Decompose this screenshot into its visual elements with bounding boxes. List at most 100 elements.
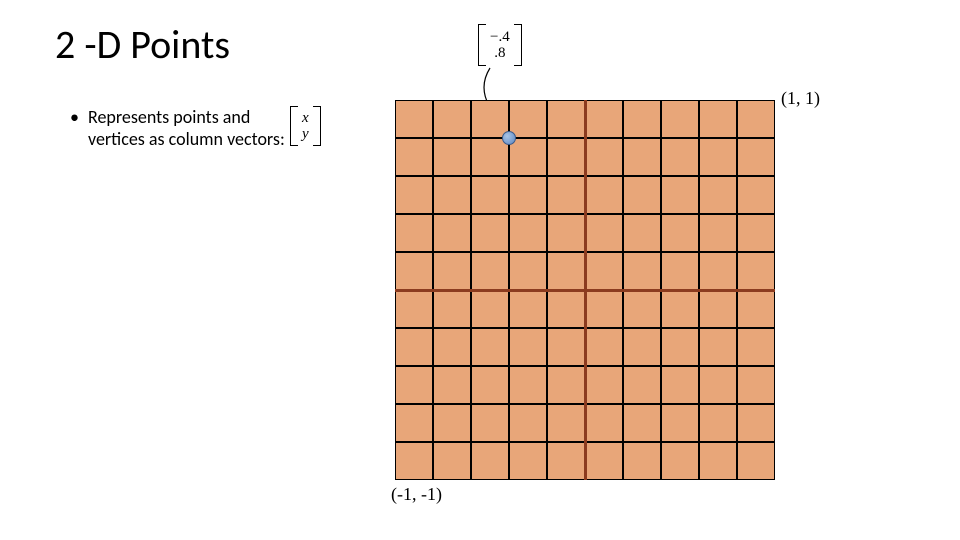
- grid-cell: [509, 214, 547, 252]
- grid-cell: [623, 328, 661, 366]
- grid-cell: [395, 442, 433, 480]
- grid-cell: [509, 100, 547, 138]
- grid-cell: [433, 100, 471, 138]
- grid-cell: [699, 100, 737, 138]
- grid-cell: [623, 252, 661, 290]
- grid-cell: [585, 176, 623, 214]
- grid-cell: [471, 328, 509, 366]
- grid-cell: [433, 404, 471, 442]
- bullet-line1: Represents points and: [88, 106, 250, 128]
- grid-cell: [737, 290, 775, 328]
- bullet-block: Represents points and vertices as column…: [70, 106, 310, 150]
- grid-cell: [433, 442, 471, 480]
- vector-top: −.4: [490, 29, 510, 46]
- grid-cell: [433, 176, 471, 214]
- grid-cell: [547, 366, 585, 404]
- grid-cell: [661, 252, 699, 290]
- grid-cell: [585, 214, 623, 252]
- grid-cell: [623, 404, 661, 442]
- vector-cells: −.4 .8: [486, 24, 514, 66]
- label-top-right: (1, 1): [781, 88, 820, 109]
- grid-cell: [395, 366, 433, 404]
- vector-cells: x y: [298, 106, 313, 146]
- grid-cell: [699, 442, 737, 480]
- grid-cell: [737, 366, 775, 404]
- grid-cell: [661, 138, 699, 176]
- grid-cell: [433, 252, 471, 290]
- grid-cell: [661, 404, 699, 442]
- grid-cell: [509, 138, 547, 176]
- grid-cell: [699, 404, 737, 442]
- grid-cell: [623, 138, 661, 176]
- grid-cell: [509, 442, 547, 480]
- grid-cell: [395, 290, 433, 328]
- grid-cell: [395, 214, 433, 252]
- grid-cell: [585, 366, 623, 404]
- slide-title: 2 -D Points: [55, 20, 230, 69]
- column-vector-value: −.4 .8: [478, 24, 522, 66]
- grid-cell: [585, 290, 623, 328]
- grid-cell: [547, 290, 585, 328]
- vector-bottom: .8: [490, 45, 510, 62]
- grid-cell: [471, 176, 509, 214]
- bullet-line2: vertices as column vectors:: [88, 128, 285, 150]
- grid-cell: [547, 252, 585, 290]
- grid-cell: [395, 176, 433, 214]
- grid-cell: [661, 100, 699, 138]
- grid-cell: [661, 176, 699, 214]
- grid-cell: [585, 404, 623, 442]
- grid-cell: [623, 366, 661, 404]
- grid-cell: [509, 366, 547, 404]
- grid-cell: [585, 252, 623, 290]
- grid-cell: [661, 328, 699, 366]
- grid-cell: [699, 290, 737, 328]
- grid-cell: [395, 138, 433, 176]
- grid-cell: [471, 404, 509, 442]
- grid-cell: [699, 252, 737, 290]
- grid-cell: [395, 100, 433, 138]
- grid-cell: [699, 176, 737, 214]
- coordinate-grid: [395, 100, 775, 480]
- point-marker: [502, 131, 516, 145]
- vector-bottom: y: [302, 126, 309, 143]
- grid-cell: [737, 214, 775, 252]
- grid-cell: [699, 214, 737, 252]
- grid-cell: [737, 138, 775, 176]
- grid-cell: [737, 252, 775, 290]
- grid-cell: [623, 290, 661, 328]
- grid-cell: [623, 100, 661, 138]
- grid-cell: [661, 366, 699, 404]
- grid-cell: [433, 290, 471, 328]
- grid-cell: [585, 442, 623, 480]
- grid-cell: [699, 328, 737, 366]
- grid-cell: [395, 328, 433, 366]
- grid-cell: [585, 328, 623, 366]
- grid-cell: [547, 214, 585, 252]
- bracket-left: [478, 24, 486, 66]
- grid-cell: [471, 138, 509, 176]
- bullet-item: Represents points and vertices as column…: [70, 106, 310, 150]
- bracket-right: [514, 24, 522, 66]
- grid-cell: [623, 176, 661, 214]
- bracket-right: [313, 106, 321, 146]
- grid-cell: [509, 328, 547, 366]
- grid-cell: [471, 252, 509, 290]
- grid-cell: [547, 138, 585, 176]
- grid-cell: [471, 290, 509, 328]
- x-axis: [395, 289, 775, 292]
- grid-cell: [547, 328, 585, 366]
- label-bottom-left: (-1, -1): [391, 484, 442, 505]
- grid-cell: [471, 442, 509, 480]
- grid-cell: [661, 290, 699, 328]
- grid-cell: [509, 404, 547, 442]
- vector-top: x: [302, 110, 309, 127]
- grid-cell: [737, 404, 775, 442]
- grid-cell: [509, 290, 547, 328]
- grid-cell: [661, 442, 699, 480]
- grid-cell: [433, 214, 471, 252]
- grid-cell: [547, 442, 585, 480]
- grid-cell: [433, 366, 471, 404]
- grid-cell: [737, 100, 775, 138]
- grid-cell: [585, 138, 623, 176]
- column-vector-xy: x y: [290, 106, 321, 146]
